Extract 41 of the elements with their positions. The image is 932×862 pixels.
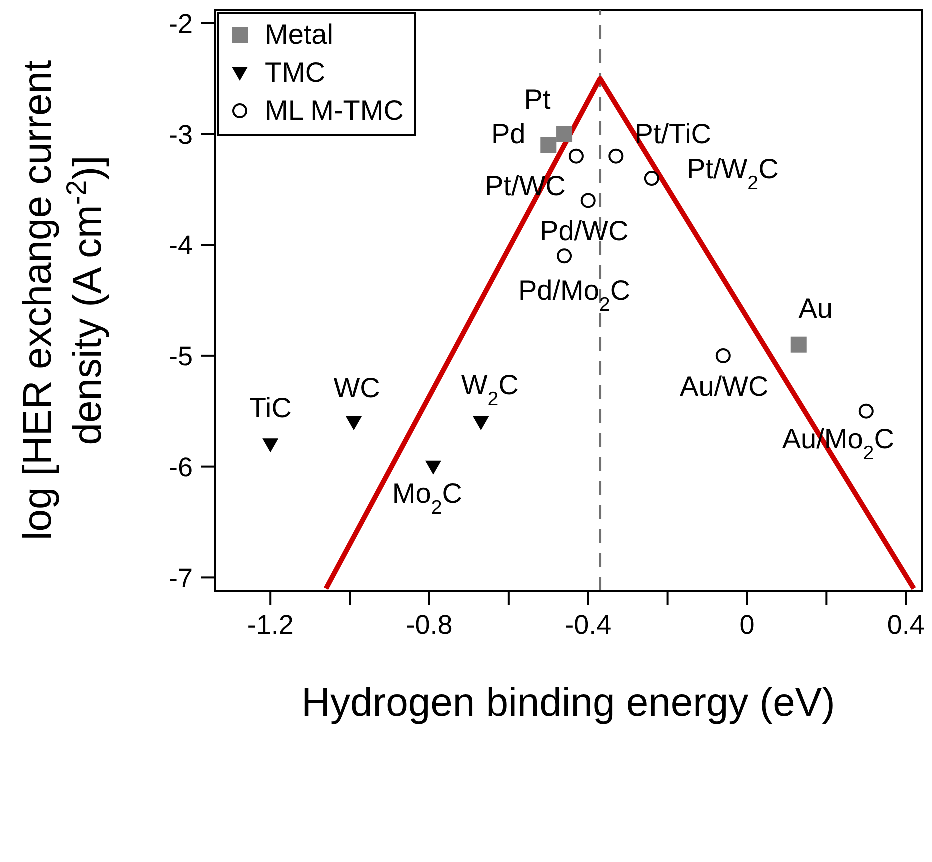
legend-label: TMC — [265, 57, 326, 89]
x-axis-title: Hydrogen binding energy (eV) — [302, 681, 836, 725]
annotation: W$_{2}$C — [461, 369, 519, 410]
annotation: WC — [334, 372, 380, 404]
y-tick-label: -6 — [168, 452, 193, 482]
x-tick-label: -1.2 — [247, 610, 294, 640]
annotation: Au/WC — [680, 370, 769, 402]
point — [556, 126, 573, 142]
point — [568, 148, 584, 164]
point — [608, 148, 624, 164]
y-tick-label: -2 — [168, 8, 193, 39]
y-tick-label: -7 — [168, 563, 193, 594]
x-tick-label: -0.8 — [406, 610, 453, 640]
x-tick-label: 0.4 — [887, 610, 925, 640]
annotation: Pd — [492, 118, 526, 150]
x-tick-label: -0.4 — [565, 610, 612, 640]
point — [540, 137, 557, 154]
annotation: Pd/WC — [540, 216, 629, 247]
annotation: Pt — [524, 84, 551, 116]
annotation: TiC — [249, 392, 292, 424]
point — [262, 438, 279, 453]
annotation: Mo$_{2}$C — [392, 478, 462, 519]
point — [716, 348, 731, 364]
legend-label: Metal — [265, 19, 334, 51]
point — [425, 460, 442, 475]
point — [346, 416, 362, 430]
point — [858, 404, 874, 419]
y-tick-label: -3 — [168, 120, 193, 150]
y-tick-label: -5 — [168, 342, 193, 372]
point — [473, 416, 490, 430]
annotation: Pd/Mo$_{2}$C — [518, 275, 631, 316]
legend-label: ML M-TMC — [265, 95, 404, 127]
y-tick-label: -4 — [168, 230, 193, 261]
point — [790, 336, 807, 353]
point — [557, 248, 572, 264]
annotation: Pt/TiC — [634, 118, 712, 150]
x-tick-label: 0 — [740, 610, 755, 640]
point — [644, 171, 660, 186]
annotation: Au — [798, 292, 833, 324]
annotation: Pt/W$_{2}$C — [687, 154, 779, 195]
point — [580, 193, 596, 208]
